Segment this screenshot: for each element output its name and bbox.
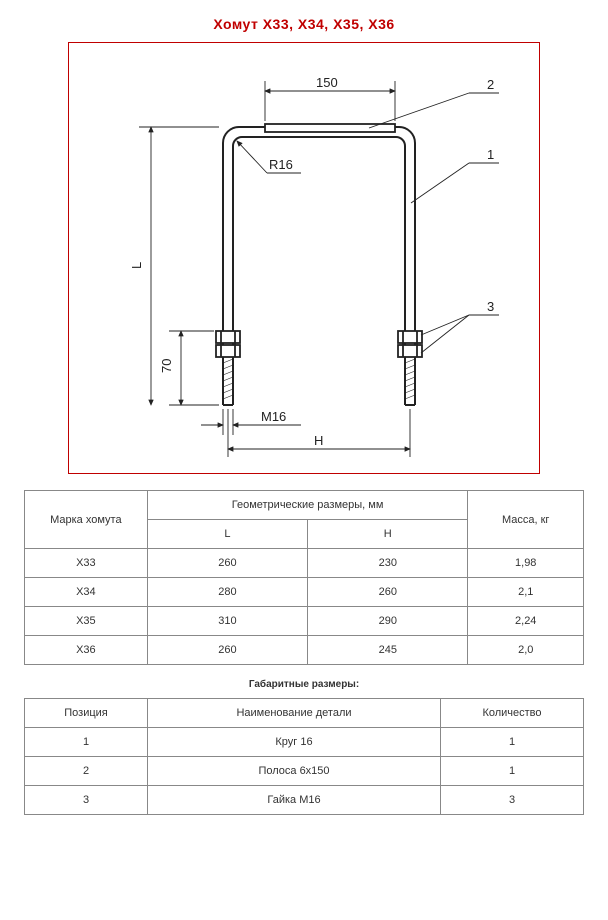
table-row: Х34 280 260 2,1 — [25, 578, 584, 607]
th-H: H — [308, 520, 468, 549]
th-name: Наименование детали — [148, 699, 441, 728]
dim-70: 70 — [159, 359, 174, 373]
th-mass: Масса, кг — [468, 491, 584, 549]
table-row: Х33 260 230 1,98 — [25, 549, 584, 578]
technical-drawing: 150 R16 L 70 M16 H 2 1 3 — [68, 42, 540, 474]
th-pos: Позиция — [25, 699, 148, 728]
dim-m16: M16 — [261, 409, 286, 424]
table-row: 1 Круг 16 1 — [25, 728, 584, 757]
dim-150: 150 — [316, 75, 338, 90]
subtitle: Габаритные размеры: — [12, 679, 596, 690]
th-L: L — [147, 520, 307, 549]
callout-3: 3 — [487, 299, 494, 314]
th-mark: Марка хомута — [25, 491, 148, 549]
th-geom: Геометрические размеры, мм — [147, 491, 468, 520]
th-qty: Количество — [441, 699, 584, 728]
callout-2: 2 — [487, 77, 494, 92]
table-row: Х35 310 290 2,24 — [25, 607, 584, 636]
dim-L: L — [129, 262, 144, 269]
table-row: 3 Гайка М16 3 — [25, 786, 584, 815]
table-row: 2 Полоса 6х150 1 — [25, 757, 584, 786]
page-title: Хомут Х33, Х34, Х35, Х36 — [12, 16, 596, 32]
dim-r16: R16 — [269, 157, 293, 172]
parts-table: Позиция Наименование детали Количество 1… — [24, 698, 584, 815]
callout-1: 1 — [487, 147, 494, 162]
dim-H: H — [314, 433, 323, 448]
dimensions-table: Марка хомута Геометрические размеры, мм … — [24, 490, 584, 665]
table-row: Х36 260 245 2,0 — [25, 636, 584, 665]
